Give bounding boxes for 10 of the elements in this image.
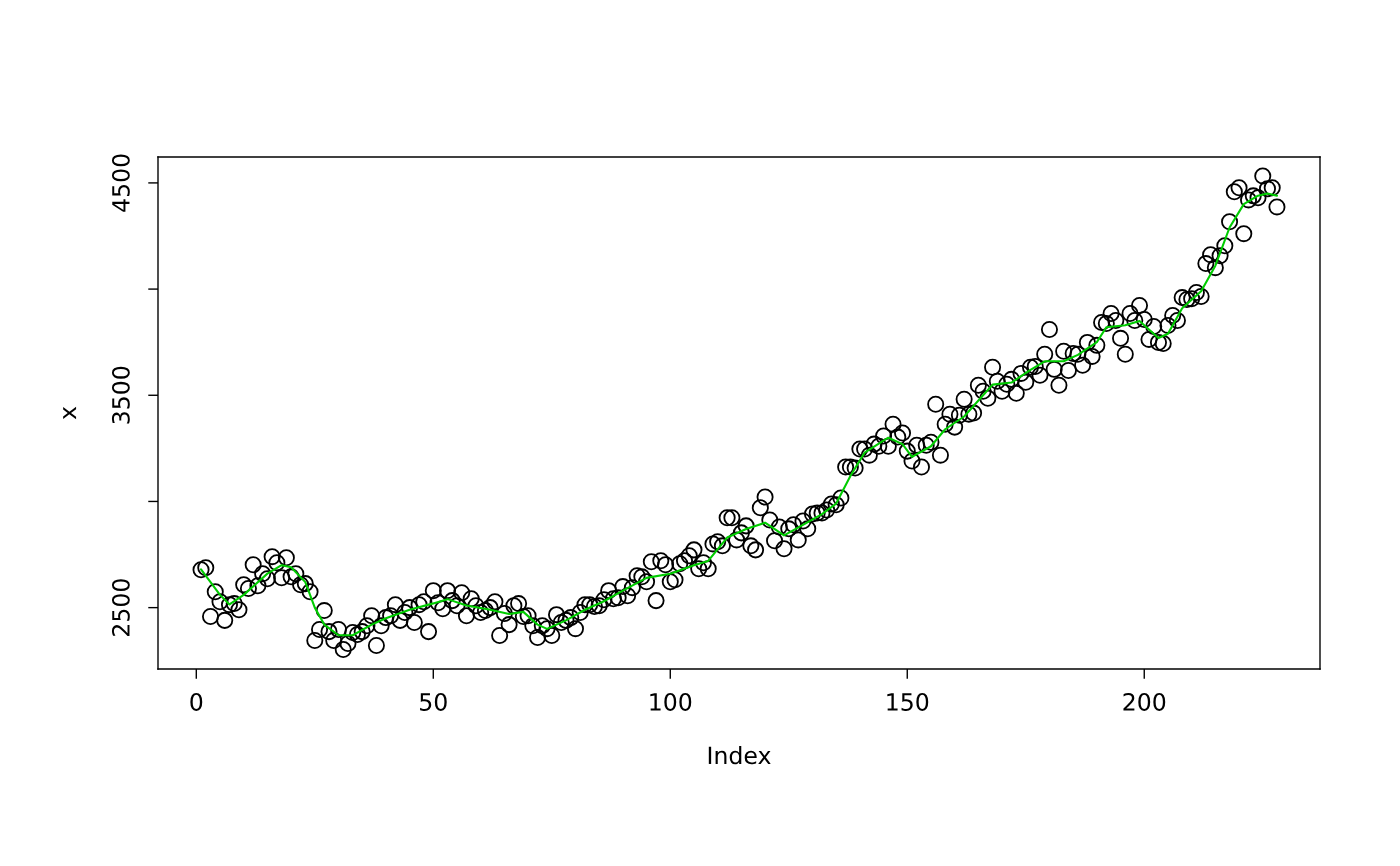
x-tick-label: 0 <box>190 693 203 711</box>
y-tick-label: 4500 <box>111 154 130 212</box>
y-axis-title: x <box>63 406 77 420</box>
y-tick-label: 2500 <box>111 579 130 636</box>
x-tick-label: 150 <box>887 693 929 711</box>
x-tick-label: 200 <box>1123 693 1166 711</box>
x-tick-label: 50 <box>420 693 447 711</box>
y-tick-label: 3500 <box>111 366 130 424</box>
x-tick-label: 100 <box>650 693 692 711</box>
x-axis-title: Index <box>708 746 771 765</box>
